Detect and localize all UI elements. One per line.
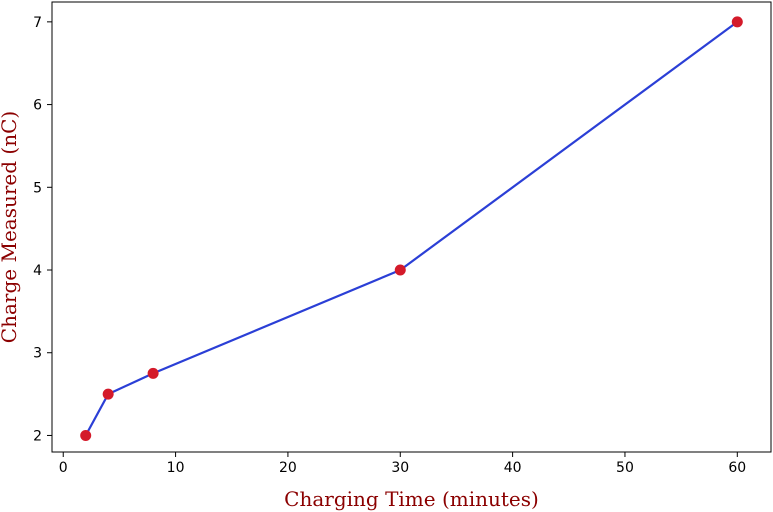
y-tick-label: 2 (33, 428, 42, 444)
y-tick-label: 7 (33, 15, 42, 31)
plot-frame (51, 1, 772, 453)
x-tick-label: 60 (728, 460, 746, 476)
data-point (394, 264, 406, 276)
x-tick-label: 50 (616, 460, 634, 476)
y-tick-label: 6 (33, 98, 42, 114)
y-tick-label: 4 (33, 263, 42, 279)
data-point (147, 367, 159, 379)
x-axis-label: Charging Time (minutes) (284, 487, 539, 511)
y-tick-label: 5 (33, 180, 42, 196)
x-tick-label: 40 (504, 460, 522, 476)
data-point (731, 16, 743, 28)
x-tick-label: 20 (279, 460, 297, 476)
data-point (80, 429, 92, 441)
series-line (84, 21, 738, 437)
x-tick-label: 10 (167, 460, 185, 476)
y-tick-label: 3 (33, 346, 42, 362)
plot-area: 0 10 20 30 40 50 60 2 3 4 5 6 7 (33, 1, 772, 476)
data-point (102, 388, 114, 400)
x-tick-label: 0 (59, 460, 68, 476)
y-axis-label: Charge Measured (nC) (0, 111, 21, 343)
x-tick-label: 30 (391, 460, 409, 476)
